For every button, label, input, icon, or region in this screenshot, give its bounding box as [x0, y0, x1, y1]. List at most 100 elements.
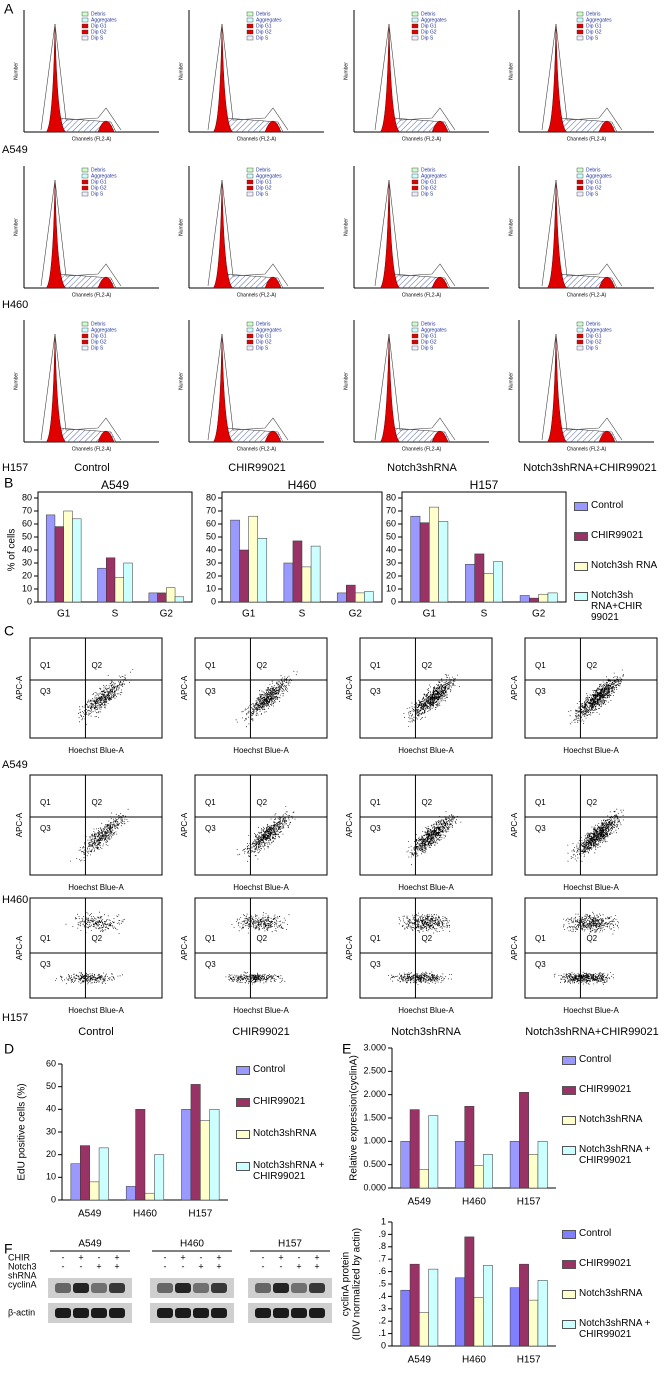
legend-entry: Control: [562, 1228, 670, 1239]
y-tick-label: 50: [206, 531, 216, 541]
bar: [144, 1192, 155, 1201]
blot-band: [91, 1283, 107, 1293]
legend-label: CHIR99021: [579, 1258, 632, 1269]
legend-swatch: [81, 29, 89, 35]
bar: [509, 1287, 520, 1347]
legend-label: Debris: [421, 321, 436, 327]
legend-swatch: [562, 1290, 576, 1299]
bar: [355, 592, 365, 603]
blot-row-label: shRNA: [8, 1270, 37, 1280]
legend-entry: Notch3shRNA: [562, 1114, 670, 1125]
subplot-title: H157: [470, 478, 499, 492]
g2-peak: [598, 120, 616, 133]
y-axis-label: Number: [508, 372, 514, 390]
plot-frame: [359, 637, 493, 739]
bar: [474, 553, 485, 603]
legend-label: Aggregates: [586, 327, 612, 333]
blot-band: [255, 1283, 271, 1293]
y-tick-label: 3.000: [363, 1042, 386, 1052]
bar: [257, 538, 268, 603]
blot-band: [193, 1283, 209, 1293]
g2-peak: [97, 430, 115, 443]
fit-line: [374, 23, 456, 131]
y-tick-label: 50: [46, 1081, 56, 1091]
legend-entry: CHIR99021: [574, 530, 672, 541]
legend-label: Dip S: [256, 35, 269, 41]
y-tick-label: 0: [211, 596, 216, 606]
legend-swatch: [81, 179, 89, 185]
bar: [97, 567, 107, 603]
y-tick-label: 40: [22, 544, 32, 554]
legend-swatch: [576, 173, 584, 179]
g1-peak: [546, 333, 568, 443]
bar: [465, 564, 475, 603]
legend-label: Dip G2: [421, 339, 437, 345]
panel-letter: D: [4, 1041, 14, 1057]
x-axis-label: Hoechst Blue-A: [398, 883, 454, 892]
legend-swatch: [411, 345, 419, 351]
g2-peak: [97, 276, 115, 289]
y-tick-label: 40: [386, 544, 396, 554]
dot-cloud: [55, 911, 126, 985]
legend-entry: CHIR99021: [562, 1084, 670, 1095]
x-axis-label: Channels (FL2-A): [237, 446, 277, 452]
legend-label: Dip G2: [586, 339, 602, 345]
g2-peak: [431, 276, 449, 289]
legend-swatch: [81, 321, 89, 327]
x-axis-label: Hoechst Blue-A: [68, 746, 124, 755]
bar: [429, 506, 439, 603]
bar: [346, 584, 356, 603]
legend-entry: Notch3shRNA: [236, 1128, 336, 1139]
y-tick-label: 50: [386, 531, 396, 541]
bar: [166, 587, 176, 603]
blot-sign: +: [198, 1261, 203, 1271]
y-axis-label: Number: [13, 218, 19, 236]
legend-label: Dip G2: [586, 29, 602, 35]
legend-swatch: [562, 1320, 576, 1329]
x-tick-label: A549: [78, 1209, 102, 1220]
legend-swatch: [236, 1098, 250, 1107]
y-axis-label: Relative expression(cyclinA): [349, 1055, 360, 1181]
bar: [519, 1092, 529, 1189]
blot-band: [175, 1283, 191, 1293]
y-tick-label: 0: [27, 596, 32, 606]
quadrant-label: Q3: [535, 824, 546, 833]
quadrant-label: Q1: [40, 934, 51, 943]
bar: [283, 562, 294, 603]
quadrant-label: Q1: [205, 934, 216, 943]
flow-plot: Q1 Q2 Q3 APC-A Hoechst Blue-A: [180, 637, 328, 755]
bar: [547, 592, 558, 603]
blot-sign: -: [262, 1252, 265, 1262]
legend-item: Control: [574, 500, 623, 511]
blot-sign: -: [200, 1252, 203, 1262]
blot-sign: +: [78, 1252, 83, 1262]
column-label: Notch3shRNA: [391, 1026, 461, 1038]
bar: [70, 1163, 81, 1201]
g1-peak: [546, 179, 568, 289]
fit-line: [207, 333, 289, 441]
y-tick-label: .2: [378, 1316, 386, 1326]
x-axis-label: Hoechst Blue-A: [68, 1006, 124, 1015]
y-axis-label: Number: [13, 372, 19, 390]
blot-sign: -: [62, 1252, 65, 1262]
panel-letter: B: [4, 475, 13, 491]
blot-row-label: Notch3: [8, 1261, 37, 1271]
y-tick-label: 20: [206, 570, 216, 580]
plot-frame: [29, 637, 163, 739]
blot-band: [91, 1308, 107, 1318]
quadrant-label: Q2: [91, 661, 102, 670]
x-tick-label: H460: [462, 1355, 486, 1366]
blot-strip: [248, 1278, 332, 1298]
legend-label: Notch3shRNA: [253, 1128, 317, 1139]
x-axis-label: Hoechst Blue-A: [398, 1006, 454, 1015]
bar: [483, 1265, 493, 1347]
g1-peak: [212, 333, 234, 443]
x-tick-label: G1: [242, 609, 256, 620]
g2-peak: [431, 430, 449, 443]
legend-swatch: [81, 17, 89, 23]
legend-swatch: [411, 17, 419, 23]
legend-label: Notch3shRNA + CHIR99021: [579, 1318, 651, 1340]
fit-line: [40, 333, 122, 441]
